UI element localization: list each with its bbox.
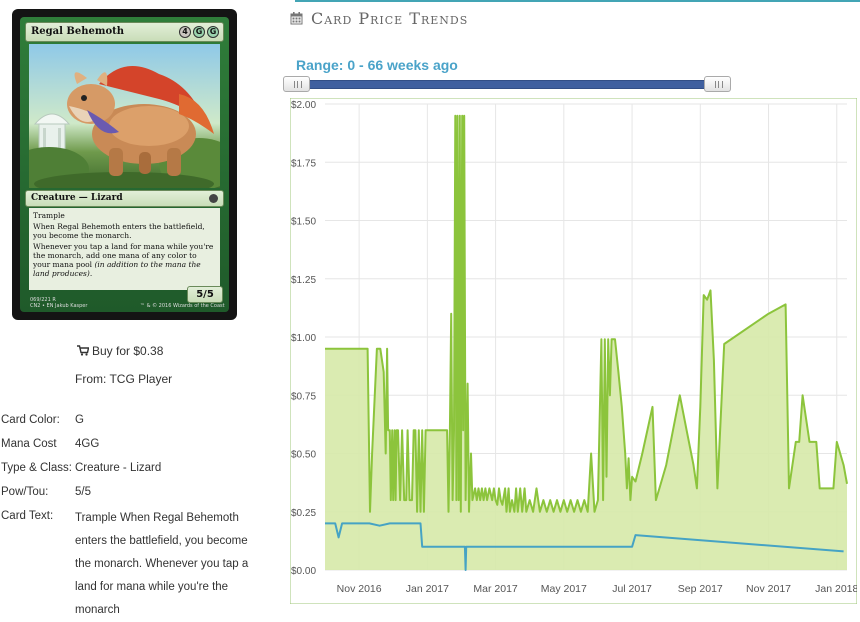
price-chart: $0.00 $0.25 $0.50 $0.75 $1.00 $1.25 $1.50 $1.75… [290,98,857,604]
behemoth-illustration [29,66,220,188]
set-symbol-icon [209,194,218,203]
y-tick-label: $1.00 [291,333,316,344]
calendar-icon [290,10,303,29]
x-tick-label: Mar 2017 [473,583,518,595]
card-copyright: ™ & © 2016 Wizards of the Coast [140,303,225,309]
detail-card-text: Trample When Regal Behemoth enters the b… [75,512,249,616]
buy-label[interactable]: Buy for $0.38 [92,344,164,358]
detail-value: 5/5 [75,486,91,498]
x-tick-label: Nov 2016 [337,583,382,595]
detail-label: Card Color: [1,414,60,426]
card-text-box: Trample When Regal Behemoth enters the b… [29,208,220,290]
detail-label: Card Text: [1,510,54,522]
card-name-bar: Regal Behemoth 4 G G [25,22,224,42]
detail-label: Type & Class: [1,462,72,474]
section-divider [295,0,860,2]
x-tick-label: Jul 2017 [612,583,652,595]
card-reminder-text: (in addition to the mana the land produc… [33,260,201,278]
card-rule-3-main: Whenever you tap a land for mana while y… [33,242,214,269]
mana-green-icon: G [207,26,219,38]
card-rule-3: Whenever you tap a land for mana while y… [33,242,216,278]
card-artist: Jakub Kasper [55,303,88,309]
slider-handle-end[interactable] [704,76,731,92]
card-art [29,44,220,188]
y-tick-label: $2.00 [291,100,316,111]
price-trends-heading: Card Price Trends [290,9,468,29]
card-power-toughness: 5/5 [187,286,223,303]
x-tick-label: May 2017 [541,583,587,595]
range-slider[interactable] [283,76,731,92]
price-trends-title: Card Price Trends [311,9,469,28]
buy-link[interactable]: Buy for $0.38 [77,344,163,359]
y-tick-label: $1.75 [291,158,316,169]
detail-label: Pow/Tou: [1,486,49,498]
x-tick-label: Jan 2017 [406,583,449,595]
buy-source: From: TCG Player [75,372,173,386]
x-tick-label: Nov 2017 [746,583,791,595]
card-mana-cost: 4 G G [179,26,219,38]
card-collector-number: 069/221 R [30,297,56,303]
mana-generic-icon: 4 [179,26,191,38]
card-image: Regal Behemoth 4 G G [12,9,237,320]
card-type-line: Creature — Lizard [31,193,123,203]
y-tick-label: $1.50 [291,217,316,228]
y-tick-label: $0.75 [291,391,316,402]
card-name: Regal Behemoth [31,26,125,37]
card-set-line: CN2 • EN [30,303,54,309]
y-tick-label: $0.25 [291,508,316,519]
card-rule-2: When Regal Behemoth enters the battlefie… [33,222,205,240]
x-tick-label: Sep 2017 [678,583,723,595]
slider-handle-start[interactable] [283,76,310,92]
detail-value: G [75,414,84,426]
slider-track[interactable] [283,80,731,89]
detail-value: Creature - Lizard [75,462,162,474]
card-collector-info: 069/221 R CN2 • EN Jakub Kasper [30,297,87,309]
card-type-bar: Creature — Lizard [25,190,224,207]
series-area-line [325,114,848,513]
y-axis: $0.00 $0.25 $0.50 $0.75 $1.00 $1.25 $1.50 $1.75… [291,100,316,577]
y-tick-label: $0.50 [291,450,316,461]
mana-green-icon: G [193,26,205,38]
series-line [325,522,844,571]
x-tick-label: Jan 2018 [815,583,857,595]
y-tick-label: $1.25 [291,275,316,286]
detail-value: 4GG [75,438,100,450]
cart-icon [77,345,90,359]
x-axis: Nov 2016 Jan 2017 Mar 2017 May 2017 Jul 2017… [337,583,857,595]
range-label: Range: 0 - 66 weeks ago [296,57,458,73]
y-tick-label: $0.00 [291,566,316,577]
detail-label: Mana Cost [1,438,57,450]
card-rule-1: Trample [33,211,65,220]
chart-series [325,114,848,571]
